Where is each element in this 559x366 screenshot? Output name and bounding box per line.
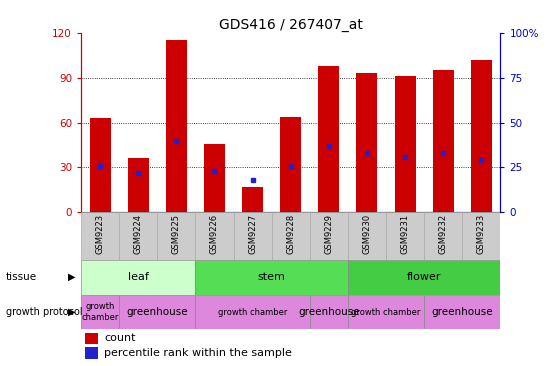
Bar [157,212,196,260]
Text: GSM9223: GSM9223 [96,214,105,254]
Text: GSM9228: GSM9228 [286,214,295,254]
Bar [196,212,234,260]
Text: count: count [104,333,136,343]
Bar [462,212,500,260]
Bar [81,295,119,329]
Title: GDS416 / 267407_at: GDS416 / 267407_at [219,18,363,32]
Text: GSM9224: GSM9224 [134,214,143,254]
Text: ▶: ▶ [68,307,75,317]
Text: GSM9227: GSM9227 [248,214,257,254]
Bar [433,70,453,212]
Bar [357,73,377,212]
Text: greenhouse: greenhouse [126,307,188,317]
Text: tissue: tissue [6,272,37,282]
Bar [119,212,157,260]
Bar [424,295,500,329]
Text: stem: stem [258,272,286,282]
Bar [81,260,196,295]
Text: ▶: ▶ [68,272,75,282]
Bar [471,60,492,212]
Text: growth
chamber: growth chamber [82,302,119,322]
Text: GSM9231: GSM9231 [400,214,410,254]
Text: GSM9230: GSM9230 [362,214,371,254]
Bar [395,76,415,212]
Bar [318,66,339,212]
Bar [89,118,111,212]
Text: leaf: leaf [128,272,149,282]
Text: GSM9233: GSM9233 [477,214,486,254]
Bar [310,295,348,329]
Text: GSM9229: GSM9229 [324,214,333,254]
Text: growth protocol: growth protocol [6,307,82,317]
Bar [85,347,98,359]
Bar [196,295,310,329]
Text: GSM9225: GSM9225 [172,214,181,254]
Bar [196,260,348,295]
Text: growth chamber: growth chamber [218,307,287,317]
Bar [424,212,462,260]
Bar [166,40,187,212]
Bar [85,332,98,344]
Text: greenhouse: greenhouse [298,307,359,317]
Text: flower: flower [407,272,441,282]
Bar [81,212,119,260]
Bar [280,117,301,212]
Bar [128,158,149,212]
Bar [348,260,500,295]
Text: GSM9226: GSM9226 [210,214,219,254]
Bar [119,295,196,329]
Text: greenhouse: greenhouse [432,307,493,317]
Bar [386,212,424,260]
Text: growth chamber: growth chamber [351,307,421,317]
Bar [348,212,386,260]
Bar [348,295,424,329]
Text: GSM9232: GSM9232 [439,214,448,254]
Text: percentile rank within the sample: percentile rank within the sample [104,348,292,358]
Bar [310,212,348,260]
Bar [242,187,263,212]
Bar [204,143,225,212]
Bar [234,212,272,260]
Bar [272,212,310,260]
